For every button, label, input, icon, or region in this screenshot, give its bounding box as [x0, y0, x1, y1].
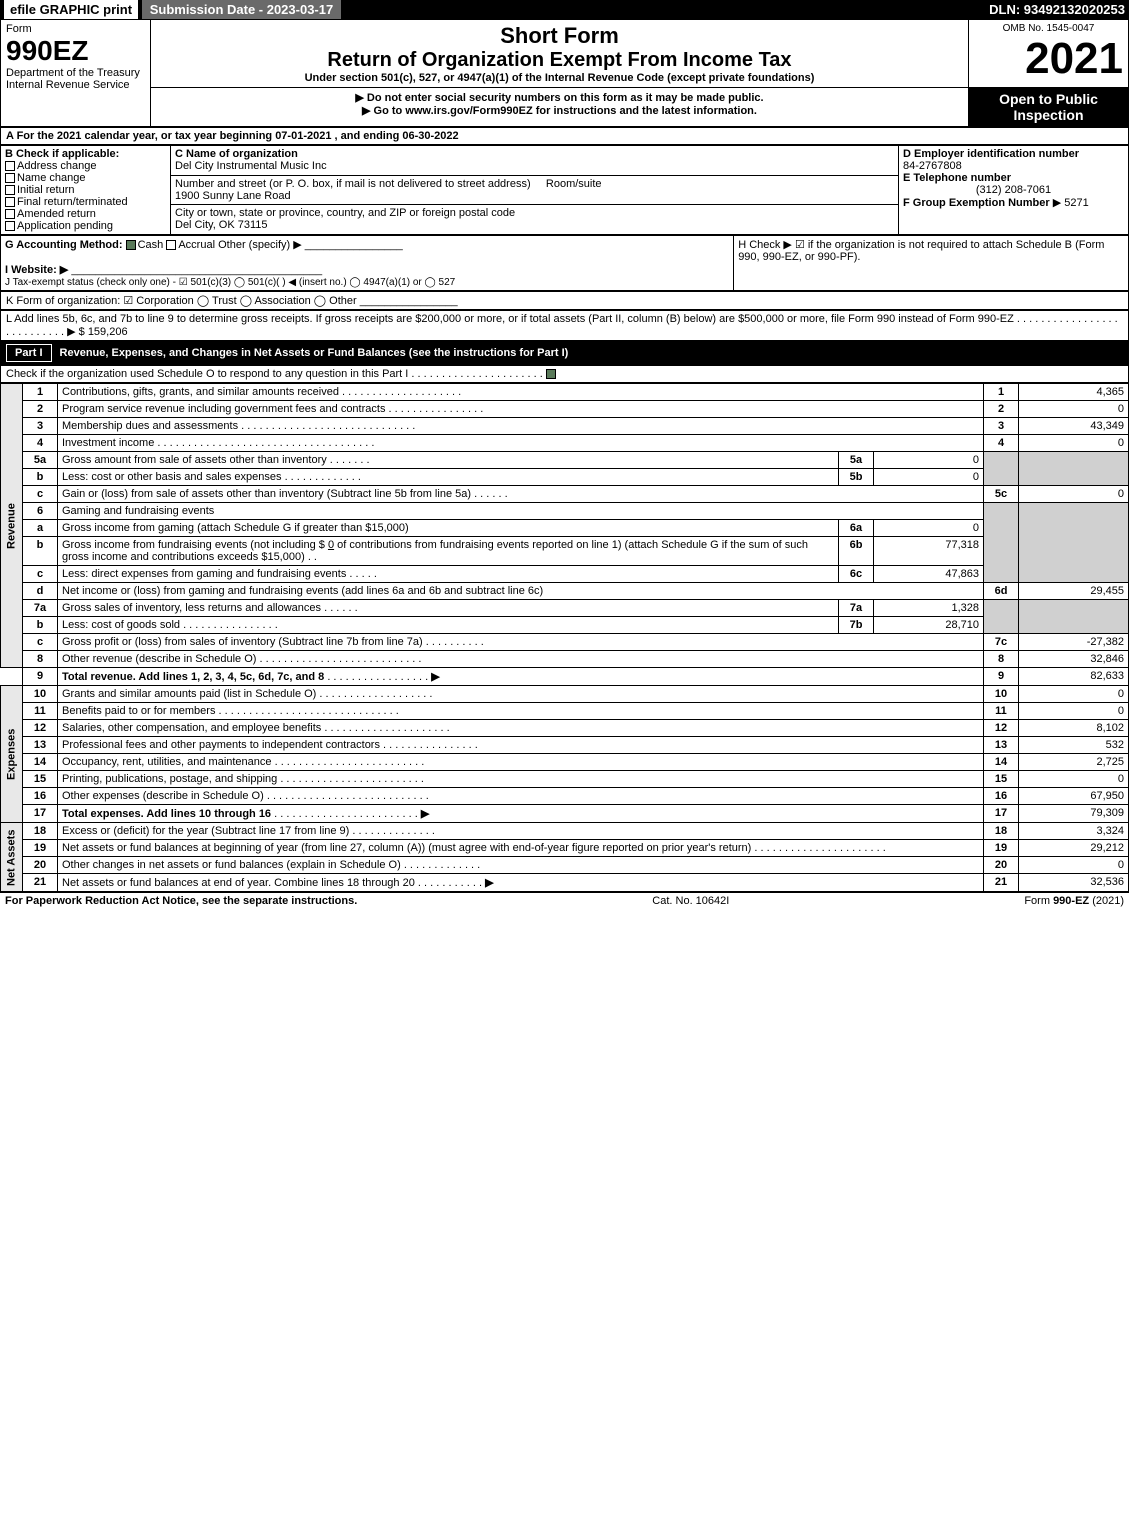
line-11-amt: 0: [1019, 703, 1129, 720]
line-2-amt: 0: [1019, 401, 1129, 418]
open-public: Open to Public Inspection: [969, 88, 1129, 127]
line-20-amt: 0: [1019, 857, 1129, 874]
return-title: Return of Organization Exempt From Incom…: [156, 49, 963, 72]
checkbox-final[interactable]: [5, 197, 15, 207]
org-name: Del City Instrumental Music Inc: [175, 160, 327, 172]
c-name-label: C Name of organization: [175, 148, 298, 160]
form-label: Form: [6, 23, 145, 35]
checkbox-address[interactable]: [5, 161, 15, 171]
k-label: K Form of organization: ☑ Corporation ◯ …: [6, 295, 357, 307]
netassets-side: Net Assets: [1, 823, 23, 892]
line-6d-amt: 29,455: [1019, 583, 1129, 600]
checkbox-accrual[interactable]: [166, 240, 176, 250]
line-7b-amt: 28,710: [874, 617, 984, 634]
submission-date: Submission Date - 2023-03-17: [142, 0, 342, 19]
f-label: F Group Exemption Number: [903, 197, 1050, 209]
d-label: D Employer identification number: [903, 148, 1079, 160]
line-6a-amt: 0: [874, 520, 984, 537]
room-label: Room/suite: [546, 178, 602, 190]
line-19-amt: 29,212: [1019, 840, 1129, 857]
line-7c-amt: -27,382: [1019, 634, 1129, 651]
g-label: G Accounting Method:: [5, 239, 123, 251]
line-12-amt: 8,102: [1019, 720, 1129, 737]
footer-right: Form 990-EZ (2021): [1024, 895, 1124, 907]
form-number: 990EZ: [6, 35, 145, 67]
street-label: Number and street (or P. O. box, if mail…: [175, 178, 531, 190]
j-label: J Tax-exempt status (check only one) - ☑…: [5, 277, 455, 288]
ein: 84-2767808: [903, 160, 962, 172]
omb: OMB No. 1545-0047: [974, 23, 1123, 34]
line-6c-amt: 47,863: [874, 566, 984, 583]
line-1-amt: 4,365: [1019, 384, 1129, 401]
checkbox-schedule-o[interactable]: [546, 369, 556, 379]
line-14-amt: 2,725: [1019, 754, 1129, 771]
b-label: B Check if applicable:: [5, 148, 119, 160]
i-label: I Website: ▶: [5, 264, 68, 276]
group-exemption: ▶ 5271: [1053, 197, 1089, 209]
line-4-amt: 0: [1019, 435, 1129, 452]
l-value: ▶ $ 159,206: [67, 326, 127, 338]
l-label: L Add lines 5b, 6c, and 7b to line 9 to …: [6, 313, 1014, 325]
checkbox-pending[interactable]: [5, 221, 15, 231]
part-i-title: Revenue, Expenses, and Changes in Net As…: [60, 347, 569, 359]
line-8-amt: 32,846: [1019, 651, 1129, 668]
revenue-table: Revenue 1Contributions, gifts, grants, a…: [0, 383, 1129, 892]
line-5b-amt: 0: [874, 469, 984, 486]
dln: DLN: 93492132020253: [989, 2, 1125, 17]
line-5a-amt: 0: [874, 452, 984, 469]
no-ssn: ▶ Do not enter social security numbers o…: [156, 91, 963, 104]
part-i-label: Part I: [6, 344, 52, 362]
line-3-amt: 43,349: [1019, 418, 1129, 435]
section-a: A For the 2021 calendar year, or tax yea…: [0, 127, 1129, 145]
department: Department of the Treasury Internal Reve…: [6, 67, 145, 91]
tax-year: 2021: [974, 34, 1123, 84]
top-bar: efile GRAPHIC print Submission Date - 20…: [0, 0, 1129, 19]
phone: (312) 208-7061: [903, 184, 1124, 196]
footer-mid: Cat. No. 10642I: [652, 895, 729, 907]
line-5c-amt: 0: [1019, 486, 1129, 503]
line-9-amt: 82,633: [1019, 668, 1129, 686]
checkbox-initial[interactable]: [5, 185, 15, 195]
line-6b-amt: 77,318: [874, 537, 984, 566]
line-16-amt: 67,950: [1019, 788, 1129, 805]
checkbox-amended[interactable]: [5, 209, 15, 219]
header-table: Form 990EZ Department of the Treasury In…: [0, 19, 1129, 127]
under-section: Under section 501(c), 527, or 4947(a)(1)…: [156, 72, 963, 84]
line-13-amt: 532: [1019, 737, 1129, 754]
checkbox-name[interactable]: [5, 173, 15, 183]
checkbox-cash[interactable]: [126, 240, 136, 250]
footer: For Paperwork Reduction Act Notice, see …: [0, 892, 1129, 909]
goto-link[interactable]: ▶ Go to www.irs.gov/Form990EZ for instru…: [362, 105, 757, 117]
city: Del City, OK 73115: [175, 219, 268, 231]
expenses-side: Expenses: [1, 686, 23, 823]
short-form-title: Short Form: [156, 23, 963, 49]
line-15-amt: 0: [1019, 771, 1129, 788]
line-7a-amt: 1,328: [874, 600, 984, 617]
line-21-amt: 32,536: [1019, 874, 1129, 892]
footer-left: For Paperwork Reduction Act Notice, see …: [5, 895, 357, 907]
part-i-check: Check if the organization used Schedule …: [6, 368, 408, 380]
info-section: B Check if applicable: Address change Na…: [0, 145, 1129, 235]
street: 1900 Sunny Lane Road: [175, 190, 291, 202]
h-label: H Check ▶ ☑ if the organization is not r…: [738, 239, 1104, 263]
line-17-amt: 79,309: [1019, 805, 1129, 823]
line-10-amt: 0: [1019, 686, 1129, 703]
part-i-header: Part I Revenue, Expenses, and Changes in…: [0, 341, 1129, 365]
e-label: E Telephone number: [903, 172, 1011, 184]
line-18-amt: 3,324: [1019, 823, 1129, 840]
efile-label[interactable]: efile GRAPHIC print: [4, 0, 138, 19]
revenue-side: Revenue: [1, 384, 23, 668]
city-label: City or town, state or province, country…: [175, 207, 515, 219]
